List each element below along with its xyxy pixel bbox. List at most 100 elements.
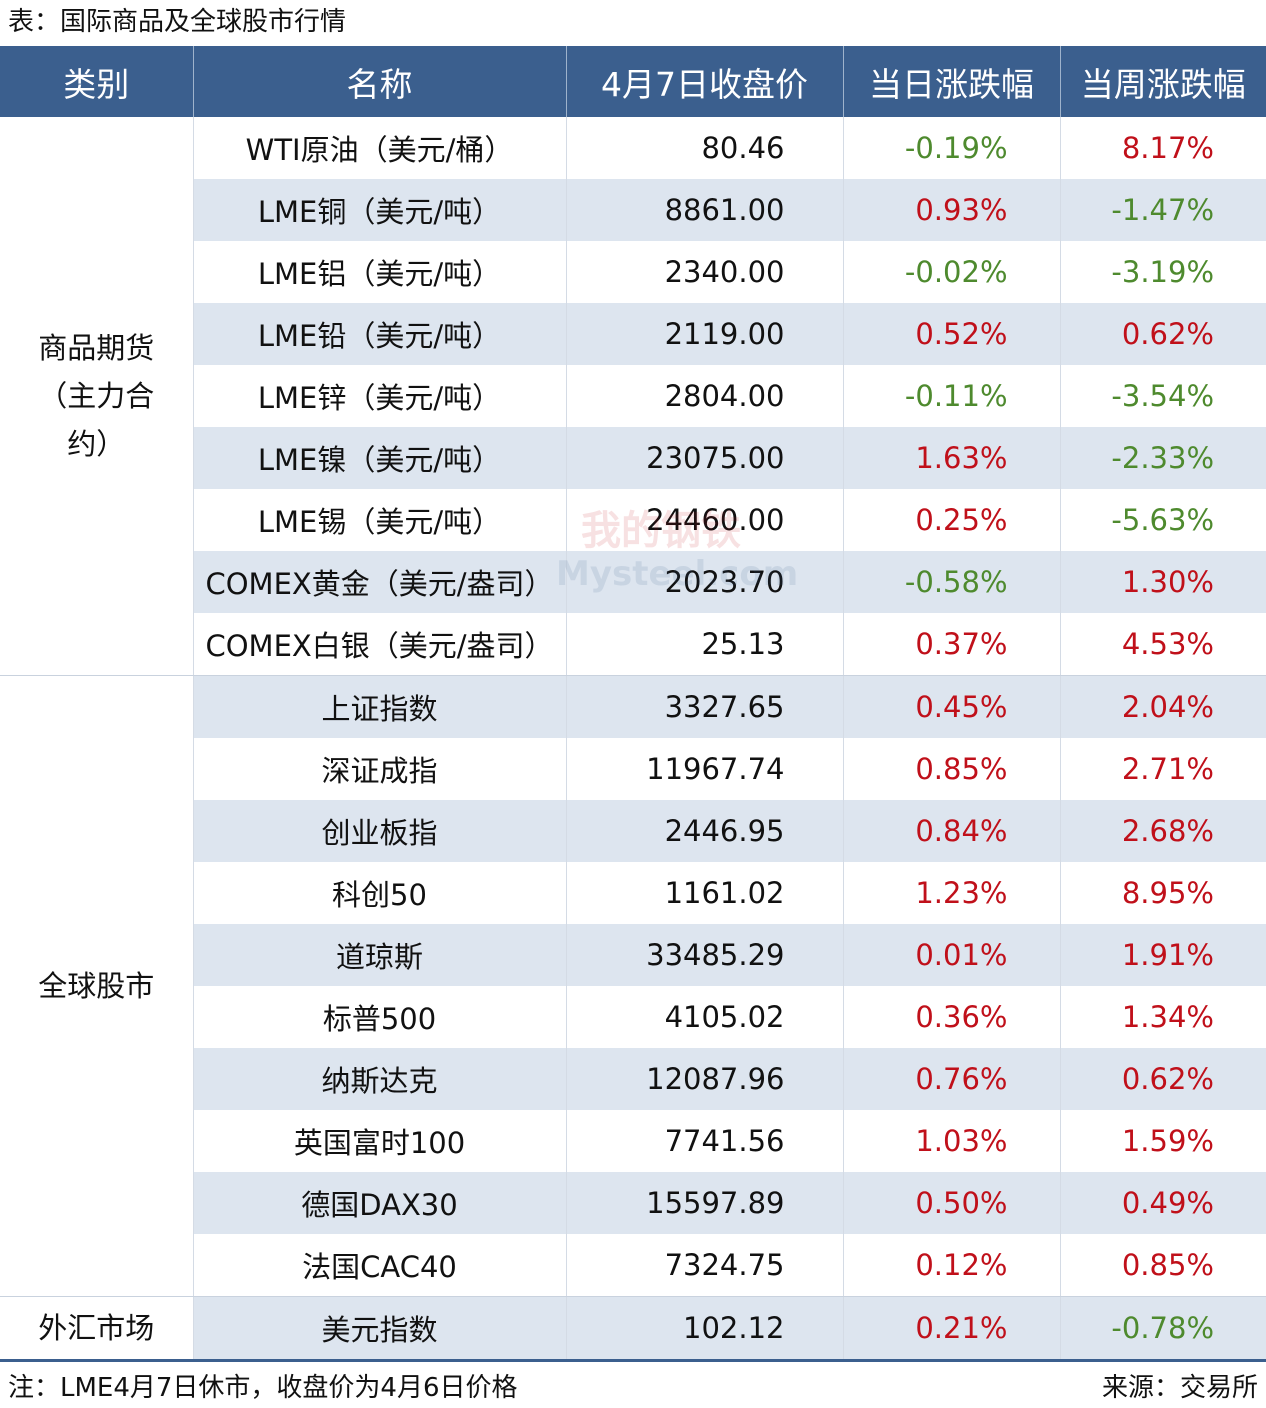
instrument-name: LME锌（美元/吨） <box>193 365 567 427</box>
daily-change: 0.12% <box>843 1234 1061 1297</box>
instrument-name: LME铅（美元/吨） <box>193 303 567 365</box>
table-row: 科创50 1161.02 1.23% 8.95% <box>0 862 1266 924</box>
header-weekly-change: 当周涨跌幅 <box>1060 46 1266 117</box>
instrument-name: 德国DAX30 <box>193 1172 567 1234</box>
close-price: 2023.70 <box>566 551 844 613</box>
instrument-name: 美元指数 <box>193 1296 567 1361</box>
instrument-name: 创业板指 <box>193 800 567 862</box>
instrument-name: LME铜（美元/吨） <box>193 179 567 241</box>
weekly-change: 2.04% <box>1060 675 1266 738</box>
table-row: 商品期货 （主力合 约） WTI原油（美元/桶） 80.46 -0.19% 8.17% <box>0 117 1266 676</box>
weekly-change: 0.62% <box>1060 1048 1266 1110</box>
daily-change: 0.84% <box>843 800 1061 862</box>
weekly-change: -0.78% <box>1060 1296 1266 1361</box>
daily-change: 0.85% <box>843 738 1061 800</box>
daily-change: 0.25% <box>843 489 1061 551</box>
header-daily-change: 当日涨跌幅 <box>843 46 1061 117</box>
weekly-change: 8.95% <box>1121 876 1214 910</box>
weekly-change: 2.71% <box>1121 752 1214 786</box>
instrument-name: 道琼斯 <box>193 924 567 986</box>
weekly-change: -2.33% <box>1060 427 1266 489</box>
category-cell-commodities: 商品期货 （主力合 约） <box>0 117 194 676</box>
instrument-name: 纳斯达克 <box>193 1048 567 1110</box>
weekly-change: 1.30% <box>1060 551 1266 613</box>
instrument-name: LME锡（美元/吨） <box>193 489 567 551</box>
weekly-change: -3.54% <box>1111 379 1214 413</box>
close-price: 102.12 <box>566 1296 844 1361</box>
daily-change: 1.23% <box>843 862 1061 924</box>
table-row: LME镍（美元/吨） 23075.00 1.63% -2.33% <box>0 427 1266 489</box>
table-caption: 表：国际商品及全球股市行情 <box>8 7 347 37</box>
close-price: 23075.00 <box>566 427 844 489</box>
daily-change: 0.50% <box>843 1172 1061 1234</box>
table-row: 道琼斯 33485.29 0.01% 1.91% <box>0 924 1266 986</box>
close-price: 3327.65 <box>566 675 844 738</box>
close-price: 33485.29 <box>566 924 844 986</box>
weekly-change: 8.17% <box>1121 131 1214 165</box>
header-row: 类别 名称 4月7日收盘价 当日涨跌幅 当周涨跌幅 <box>0 46 1266 117</box>
close-price: 4105.02 <box>566 986 844 1048</box>
category-cell-fx: 外汇市场 <box>0 1296 194 1361</box>
category-cell-stocks: 全球股市 <box>0 675 194 1297</box>
table-row: 纳斯达克 12087.96 0.76% 0.62% <box>0 1048 1266 1110</box>
header-category: 类别 <box>0 46 194 117</box>
table-row: 创业板指 2446.95 0.84% 2.68% <box>0 800 1266 862</box>
table-row: 全球股市 上证指数 3327.65 0.45% 2.04% <box>0 675 1266 1297</box>
daily-change: 0.36% <box>843 986 1061 1048</box>
table-row: LME铅（美元/吨） 2119.00 0.52% 0.62% <box>0 303 1266 365</box>
instrument-name: 上证指数 <box>193 675 567 738</box>
table-row: COMEX白银（美元/盎司） 25.13 0.37% 4.53% <box>0 613 1266 676</box>
instrument-name: WTI原油（美元/桶） <box>193 117 567 179</box>
table-row: 标普500 4105.02 0.36% 1.34% <box>0 986 1266 1048</box>
instrument-name: LME镍（美元/吨） <box>193 427 567 489</box>
daily-change: 0.52% <box>843 303 1061 365</box>
weekly-change: -3.19% <box>1111 255 1214 289</box>
instrument-name: COMEX黄金（美元/盎司） <box>193 551 567 613</box>
close-price: 24460.00 <box>566 489 844 551</box>
close-price: 15597.89 <box>566 1172 844 1234</box>
weekly-change: 0.49% <box>1060 1172 1266 1234</box>
market-quotes-table: 类别 名称 4月7日收盘价 当日涨跌幅 当周涨跌幅 商品期货 （主力合 约） WTI原… <box>0 46 1266 1362</box>
table-footer: 注：LME4月7日休市，收盘价为4月6日价格 来源：交易所 <box>0 1368 1266 1408</box>
daily-change: 0.37% <box>843 613 1061 676</box>
table-row: 法国CAC40 7324.75 0.12% 0.85% <box>0 1234 1266 1297</box>
close-price: 25.13 <box>566 613 844 676</box>
weekly-change: -1.47% <box>1060 179 1266 241</box>
daily-change: 0.21% <box>843 1296 1061 1361</box>
table-row: LME铝（美元/吨） 2340.00 -0.02% -3.19% <box>0 241 1266 303</box>
table-row: 深证成指 11967.74 0.85% 2.71% <box>0 738 1266 800</box>
weekly-change: 2.68% <box>1060 800 1266 862</box>
table-row: COMEX黄金（美元/盎司） 2023.70 -0.58% 1.30% <box>0 551 1266 613</box>
table-row: LME锡（美元/吨） 24460.00 0.25% -5.63% <box>0 489 1266 551</box>
table-row: LME铜（美元/吨） 8861.00 0.93% -1.47% <box>0 179 1266 241</box>
daily-change: -0.02% <box>843 241 1061 303</box>
weekly-change: 1.59% <box>1121 1124 1214 1158</box>
instrument-name: 标普500 <box>193 986 567 1048</box>
instrument-name: 科创50 <box>193 862 567 924</box>
close-price: 7324.75 <box>566 1234 844 1297</box>
table-row: 德国DAX30 15597.89 0.50% 0.49% <box>0 1172 1266 1234</box>
daily-change: 0.01% <box>843 924 1061 986</box>
close-price: 2119.00 <box>566 303 844 365</box>
instrument-name: 深证成指 <box>193 738 567 800</box>
daily-change: 1.63% <box>843 427 1061 489</box>
weekly-change: 0.62% <box>1060 303 1266 365</box>
instrument-name: 法国CAC40 <box>193 1234 567 1297</box>
table-row: LME锌（美元/吨） 2804.00 -0.11% -3.54% <box>0 365 1266 427</box>
weekly-change: 1.34% <box>1121 1000 1214 1034</box>
close-price: 2804.00 <box>566 365 844 427</box>
weekly-change: 1.91% <box>1060 924 1266 986</box>
instrument-name: 英国富时100 <box>193 1110 567 1172</box>
weekly-change: -5.63% <box>1111 503 1214 537</box>
close-price: 1161.02 <box>566 862 844 924</box>
daily-change: 0.93% <box>843 179 1061 241</box>
weekly-change: 4.53% <box>1060 613 1266 676</box>
table-row: 外汇市场 美元指数 102.12 0.21% -0.78% <box>0 1296 1266 1361</box>
daily-change: 0.76% <box>843 1048 1061 1110</box>
close-price: 80.46 <box>566 117 844 179</box>
daily-change: -0.11% <box>843 365 1061 427</box>
weekly-change: 0.85% <box>1060 1234 1266 1297</box>
close-price: 2340.00 <box>566 241 844 303</box>
header-name: 名称 <box>193 46 567 117</box>
close-price: 8861.00 <box>566 179 844 241</box>
